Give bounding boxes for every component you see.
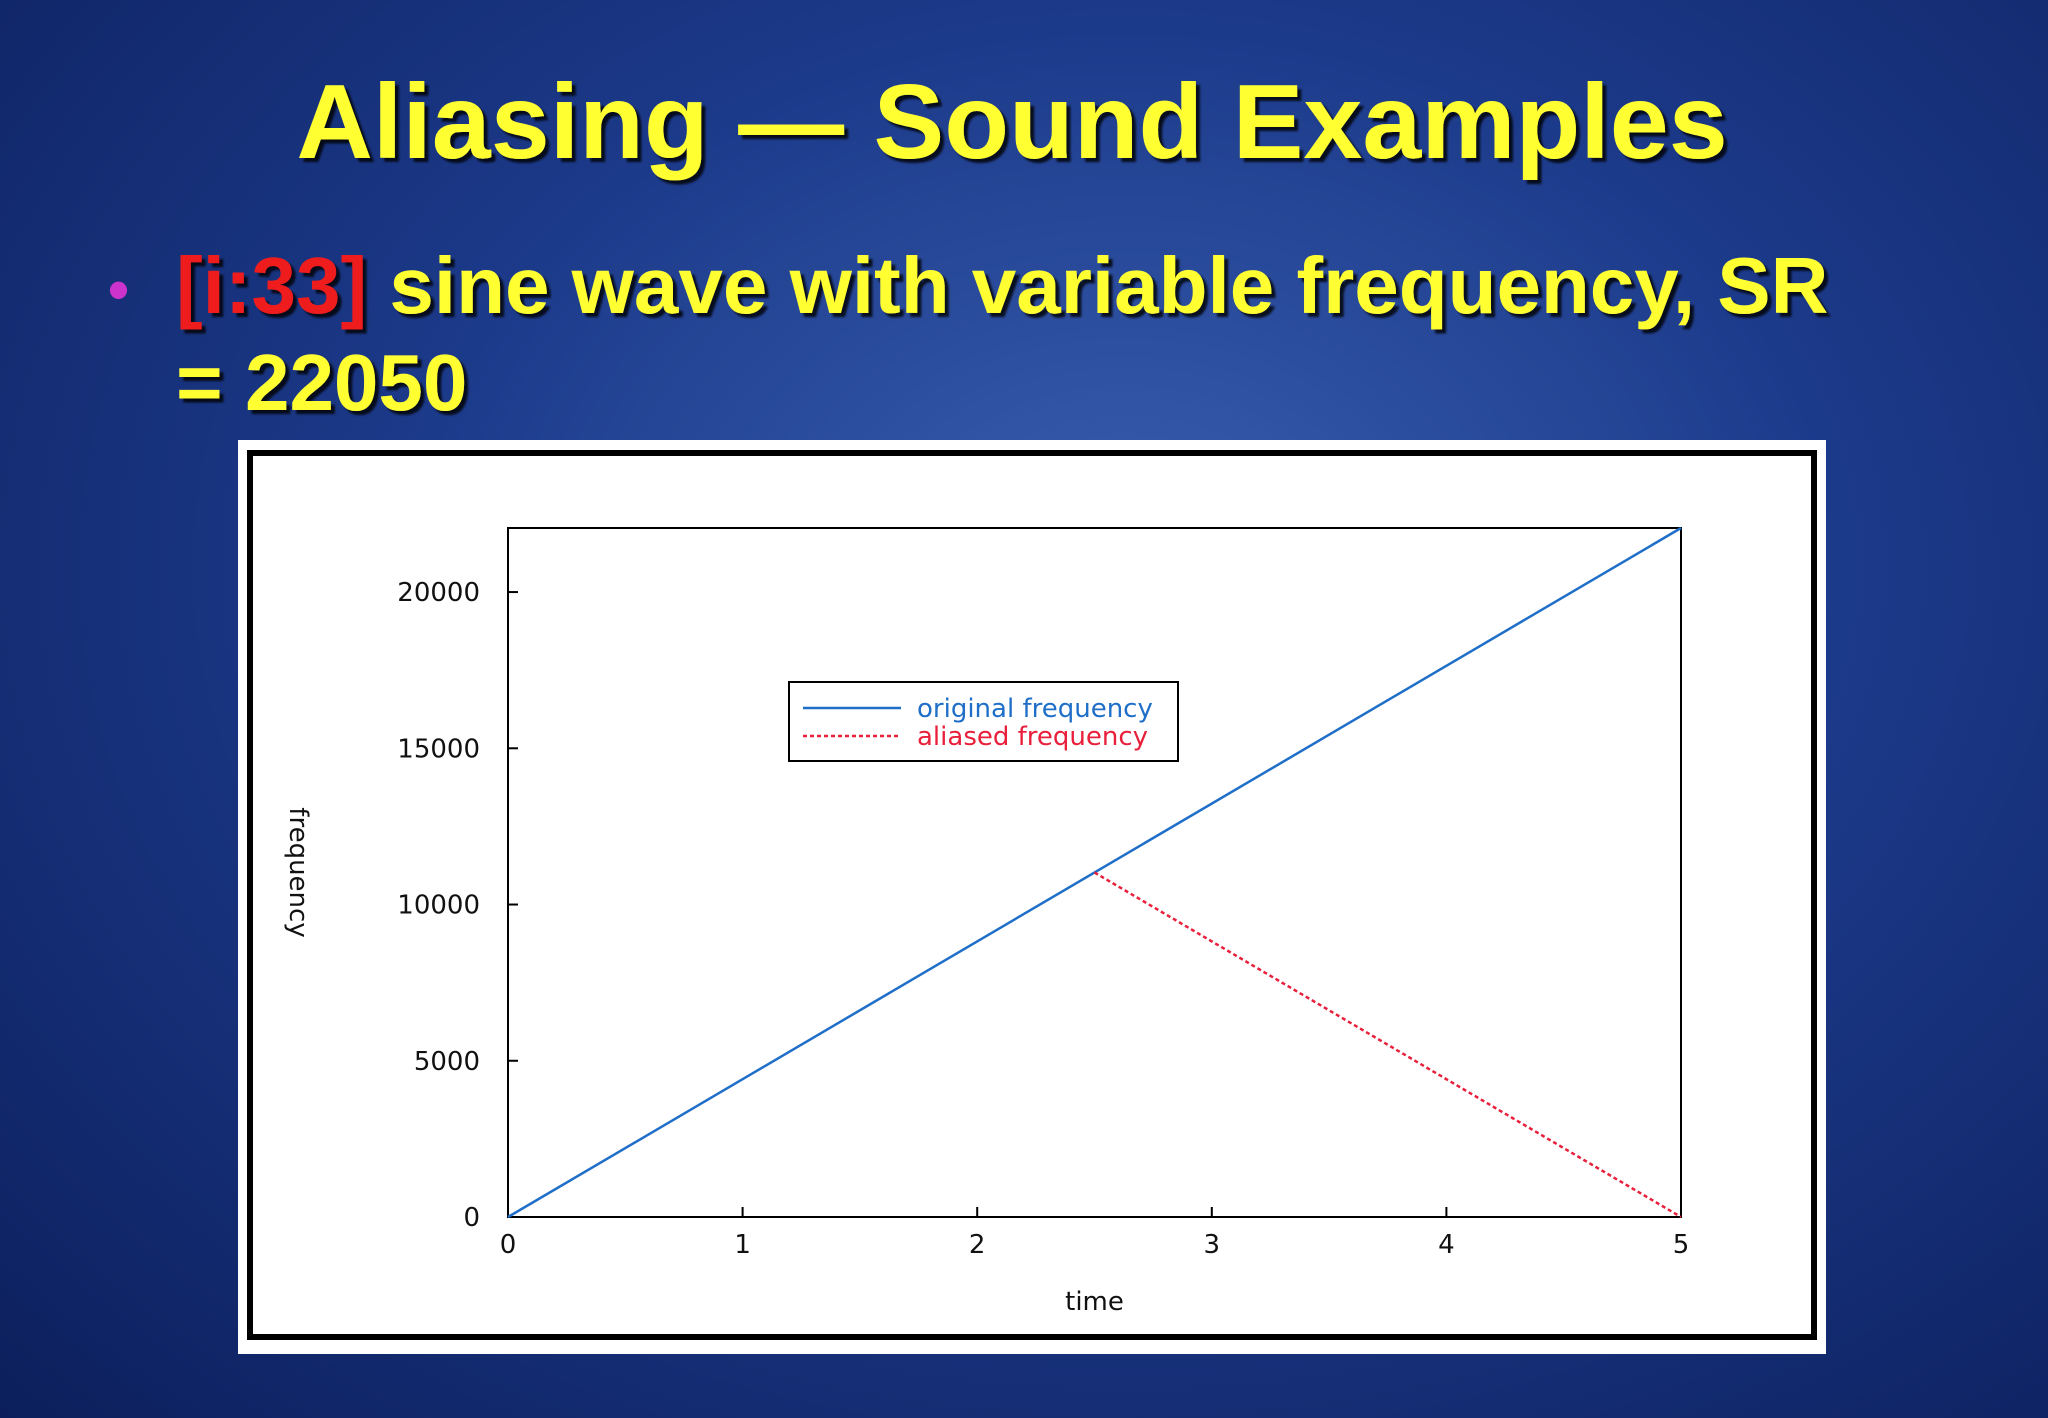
y-tick-label: 20000 bbox=[397, 578, 480, 608]
y-tick-label: 10000 bbox=[397, 891, 480, 921]
x-tick-label: 3 bbox=[1204, 1230, 1221, 1260]
plot-area bbox=[507, 527, 1682, 1218]
y-tick-label: 5000 bbox=[414, 1047, 480, 1077]
y-axis-label: frequency bbox=[283, 807, 313, 937]
bullet-text: sine wave with variable frequency, SR bbox=[367, 241, 1828, 330]
legend-label: aliased frequency bbox=[917, 722, 1148, 752]
x-tick-label: 2 bbox=[969, 1230, 986, 1260]
x-axis-label: time bbox=[1065, 1287, 1124, 1317]
y-tick-label: 15000 bbox=[397, 734, 480, 764]
chart-frame bbox=[238, 440, 1826, 1354]
chart: 0 5000 10000 15000 20000 0 1 2 3 4 5 time frequency o… bbox=[283, 526, 1690, 1317]
bullet-line-1: [i:33] sine wave with variable frequency… bbox=[176, 241, 1828, 330]
x-tick-label: 1 bbox=[734, 1230, 751, 1260]
bullet-line-2: = 22050 bbox=[176, 338, 467, 427]
bullet: • bbox=[108, 256, 129, 323]
y-tick-label: 0 bbox=[463, 1203, 480, 1233]
bullet-tag: [i:33] bbox=[176, 241, 367, 330]
data-line bbox=[1093, 871, 1682, 1219]
slide-title: Aliasing — Sound Examples bbox=[296, 63, 1727, 181]
x-tick-label: 0 bbox=[500, 1230, 517, 1260]
legend-box bbox=[788, 681, 1179, 762]
chart-border bbox=[247, 450, 1817, 1340]
x-tick-label: 4 bbox=[1438, 1230, 1455, 1260]
x-tick-label: 5 bbox=[1673, 1230, 1690, 1260]
legend-label: original frequency bbox=[917, 694, 1153, 724]
